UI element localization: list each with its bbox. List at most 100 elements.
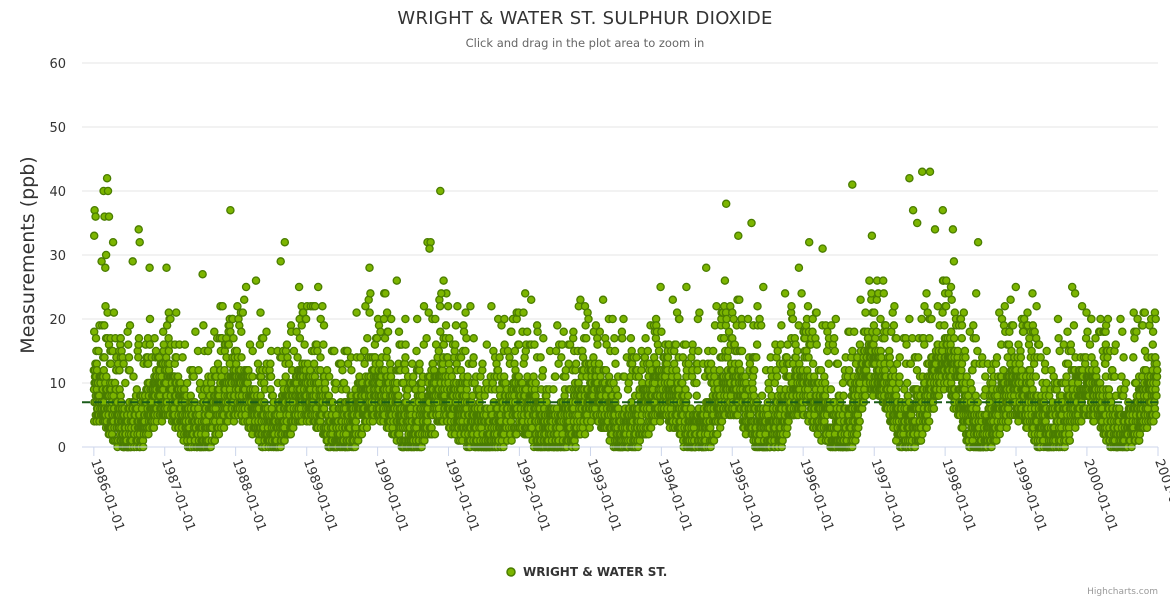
data-point[interactable] — [743, 314, 753, 324]
data-point[interactable] — [478, 359, 487, 369]
data-point[interactable] — [237, 353, 246, 362]
data-point[interactable] — [861, 391, 870, 401]
data-point[interactable] — [145, 314, 155, 324]
data-point[interactable] — [386, 314, 396, 324]
data-point[interactable] — [412, 346, 421, 356]
data-point[interactable] — [115, 365, 124, 375]
data-point[interactable] — [106, 359, 116, 369]
data-point[interactable] — [641, 333, 650, 343]
data-point[interactable] — [668, 295, 678, 305]
data-point[interactable] — [526, 295, 536, 305]
data-point[interactable] — [324, 372, 334, 381]
data-point[interactable] — [692, 378, 701, 388]
data-point[interactable] — [266, 372, 276, 381]
data-point[interactable] — [159, 340, 169, 349]
data-point[interactable] — [867, 289, 876, 298]
data-point[interactable] — [451, 321, 461, 330]
data-point[interactable] — [145, 340, 155, 349]
data-point[interactable] — [520, 289, 530, 298]
data-point[interactable] — [683, 391, 693, 401]
data-point[interactable] — [522, 327, 532, 337]
data-point[interactable] — [657, 327, 666, 337]
data-point[interactable] — [383, 327, 393, 337]
data-point[interactable] — [855, 417, 864, 426]
data-point[interactable] — [831, 314, 841, 324]
data-point[interactable] — [466, 301, 475, 311]
data-point[interactable] — [319, 321, 329, 330]
data-point[interactable] — [394, 327, 404, 337]
data-point[interactable] — [116, 333, 125, 343]
data-point[interactable] — [463, 372, 472, 381]
data-point[interactable] — [238, 308, 248, 317]
data-point[interactable] — [132, 385, 142, 394]
data-point[interactable] — [865, 276, 874, 285]
data-point[interactable] — [788, 314, 798, 324]
data-point[interactable] — [178, 353, 187, 362]
data-point[interactable] — [316, 353, 325, 362]
data-point[interactable] — [656, 282, 665, 292]
data-point[interactable] — [681, 340, 691, 349]
data-point[interactable] — [812, 340, 821, 349]
data-point[interactable] — [879, 289, 889, 298]
data-point[interactable] — [419, 301, 429, 311]
data-point[interactable] — [319, 340, 328, 349]
data-point[interactable] — [241, 282, 251, 292]
data-point[interactable] — [808, 359, 818, 369]
data-point[interactable] — [549, 385, 558, 394]
data-point[interactable] — [507, 327, 516, 337]
data-point[interactable] — [102, 372, 111, 381]
data-point[interactable] — [595, 327, 605, 337]
data-point[interactable] — [553, 321, 562, 330]
data-point[interactable] — [581, 333, 591, 343]
data-point[interactable] — [757, 391, 767, 401]
data-point[interactable] — [366, 289, 375, 298]
data-point[interactable] — [830, 346, 840, 356]
data-point[interactable] — [237, 327, 246, 337]
data-point[interactable] — [514, 340, 524, 349]
data-point[interactable] — [318, 301, 327, 311]
data-point[interactable] — [125, 321, 135, 330]
data-point[interactable] — [737, 346, 747, 356]
data-point[interactable] — [166, 314, 175, 324]
data-point[interactable] — [787, 301, 796, 311]
data-point[interactable] — [301, 314, 311, 324]
data-point[interactable] — [695, 308, 704, 317]
data-point[interactable] — [365, 308, 374, 317]
data-point[interactable] — [124, 353, 134, 362]
data-point[interactable] — [401, 314, 410, 324]
data-point[interactable] — [415, 359, 424, 369]
data-point[interactable] — [407, 359, 417, 369]
data-point[interactable] — [382, 346, 392, 356]
data-point[interactable] — [538, 365, 548, 375]
data-point[interactable] — [776, 340, 786, 349]
data-point[interactable] — [206, 340, 215, 349]
data-point[interactable] — [613, 391, 623, 401]
data-point[interactable] — [829, 333, 839, 343]
data-point[interactable] — [793, 346, 802, 356]
data-point[interactable] — [580, 429, 590, 439]
data-point[interactable] — [123, 340, 133, 349]
data-point[interactable] — [584, 314, 593, 324]
data-point[interactable] — [281, 372, 290, 381]
data-point[interactable] — [530, 340, 539, 349]
data-point[interactable] — [330, 346, 339, 356]
data-point[interactable] — [121, 378, 130, 388]
data-point[interactable] — [693, 365, 702, 375]
data-point[interactable] — [833, 359, 843, 369]
data-point[interactable] — [752, 353, 761, 362]
data-point[interactable] — [626, 333, 636, 343]
data-point[interactable] — [248, 346, 257, 356]
data-point[interactable] — [720, 276, 730, 285]
data-point[interactable] — [876, 314, 885, 324]
data-point[interactable] — [100, 321, 109, 330]
data-point[interactable] — [158, 327, 168, 337]
data-point[interactable] — [331, 378, 341, 388]
data-point[interactable] — [363, 333, 372, 343]
data-point[interactable] — [171, 308, 181, 317]
data-point[interactable] — [451, 340, 460, 349]
data-point[interactable] — [569, 327, 578, 337]
data-point[interactable] — [812, 308, 821, 317]
data-point[interactable] — [300, 340, 309, 349]
data-point[interactable] — [461, 346, 470, 356]
data-point[interactable] — [119, 359, 128, 369]
